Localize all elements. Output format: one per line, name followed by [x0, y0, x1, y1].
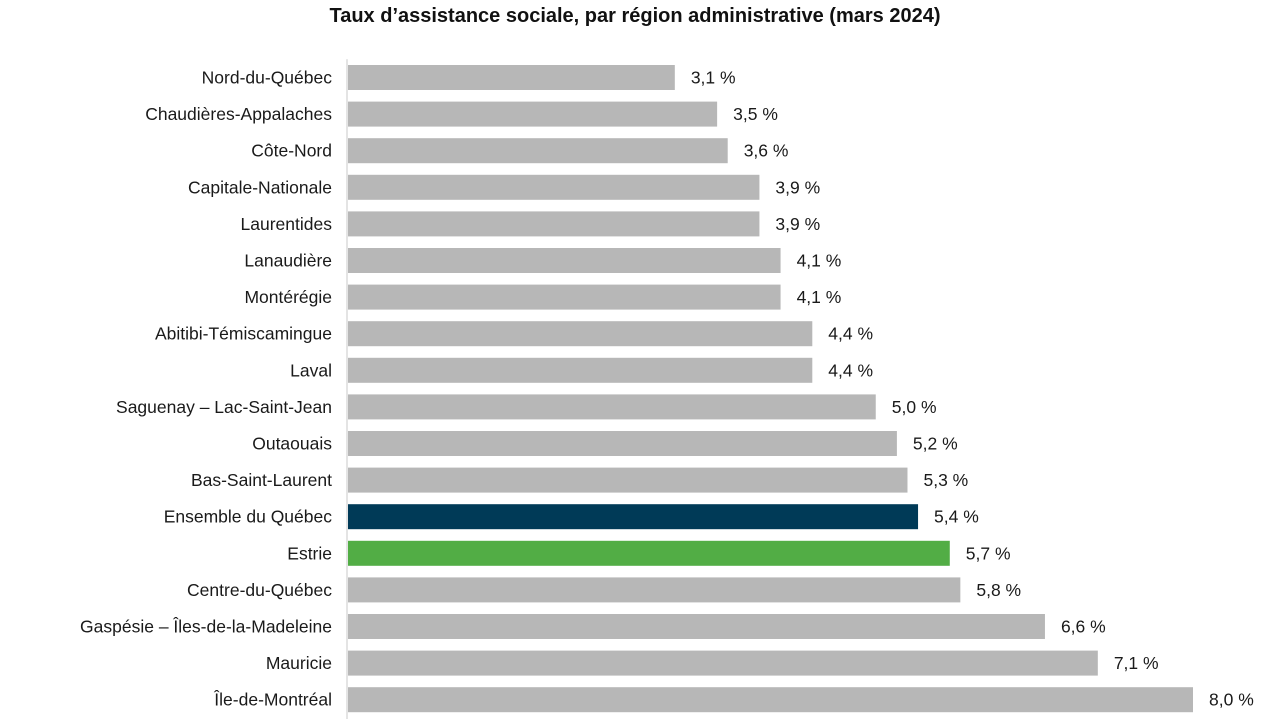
- category-label: Capitale-Nationale: [188, 177, 332, 197]
- bar: [348, 540, 950, 566]
- value-label: 4,1 %: [797, 287, 842, 307]
- bar: [348, 211, 760, 237]
- value-label: 5,8 %: [976, 580, 1021, 600]
- bar: [348, 321, 813, 347]
- value-label: 7,1 %: [1114, 653, 1159, 673]
- value-label: 3,1 %: [691, 68, 736, 88]
- value-label: 3,9 %: [775, 177, 820, 197]
- bar: [348, 394, 876, 420]
- value-label: 4,1 %: [797, 251, 842, 271]
- value-label: 8,0 %: [1209, 690, 1254, 710]
- category-label: Nord-du-Québec: [202, 68, 333, 88]
- bar: [348, 467, 908, 493]
- bar: [348, 687, 1193, 713]
- bar: [348, 504, 919, 530]
- category-label: Saguenay – Lac-Saint-Jean: [116, 397, 332, 417]
- category-label: Estrie: [287, 543, 332, 563]
- category-label: Côte-Nord: [251, 141, 332, 161]
- bar: [348, 650, 1098, 676]
- bar: [348, 284, 781, 310]
- bar: [348, 614, 1045, 639]
- value-label: 3,5 %: [733, 104, 778, 124]
- bar: [348, 101, 718, 127]
- chart-title: Taux d’assistance sociale, par région ad…: [329, 5, 941, 27]
- bar: [348, 577, 961, 603]
- value-label: 5,2 %: [913, 434, 958, 454]
- bar: [348, 431, 897, 456]
- category-label: Mauricie: [266, 653, 332, 673]
- category-label: Bas-Saint-Laurent: [191, 470, 332, 490]
- category-label: Île-de-Montréal: [213, 690, 332, 710]
- category-label: Chaudières-Appalaches: [145, 104, 332, 124]
- category-label: Abitibi-Témiscamingue: [155, 324, 332, 344]
- bar: [348, 248, 781, 273]
- value-label: 5,0 %: [892, 397, 937, 417]
- value-label: 5,7 %: [966, 543, 1011, 563]
- bar: [348, 138, 728, 164]
- value-label: 3,9 %: [775, 214, 820, 234]
- value-label: 5,3 %: [923, 470, 968, 490]
- value-label: 6,6 %: [1061, 617, 1106, 637]
- value-label: 4,4 %: [828, 360, 873, 380]
- category-label: Outaouais: [252, 434, 332, 454]
- value-label: 4,4 %: [828, 324, 873, 344]
- bar: [348, 357, 813, 383]
- category-label: Laurentides: [241, 214, 333, 234]
- bar: [348, 174, 760, 200]
- category-label: Lanaudière: [244, 251, 332, 271]
- category-label: Laval: [290, 360, 332, 380]
- category-label: Montérégie: [244, 287, 332, 307]
- category-label: Ensemble du Québec: [164, 507, 333, 527]
- category-label: Gaspésie – Îles-de-la-Madeleine: [80, 617, 332, 637]
- value-label: 5,4 %: [934, 507, 979, 527]
- value-label: 3,6 %: [744, 141, 789, 161]
- bar: [348, 65, 675, 90]
- category-label: Centre-du-Québec: [187, 580, 332, 600]
